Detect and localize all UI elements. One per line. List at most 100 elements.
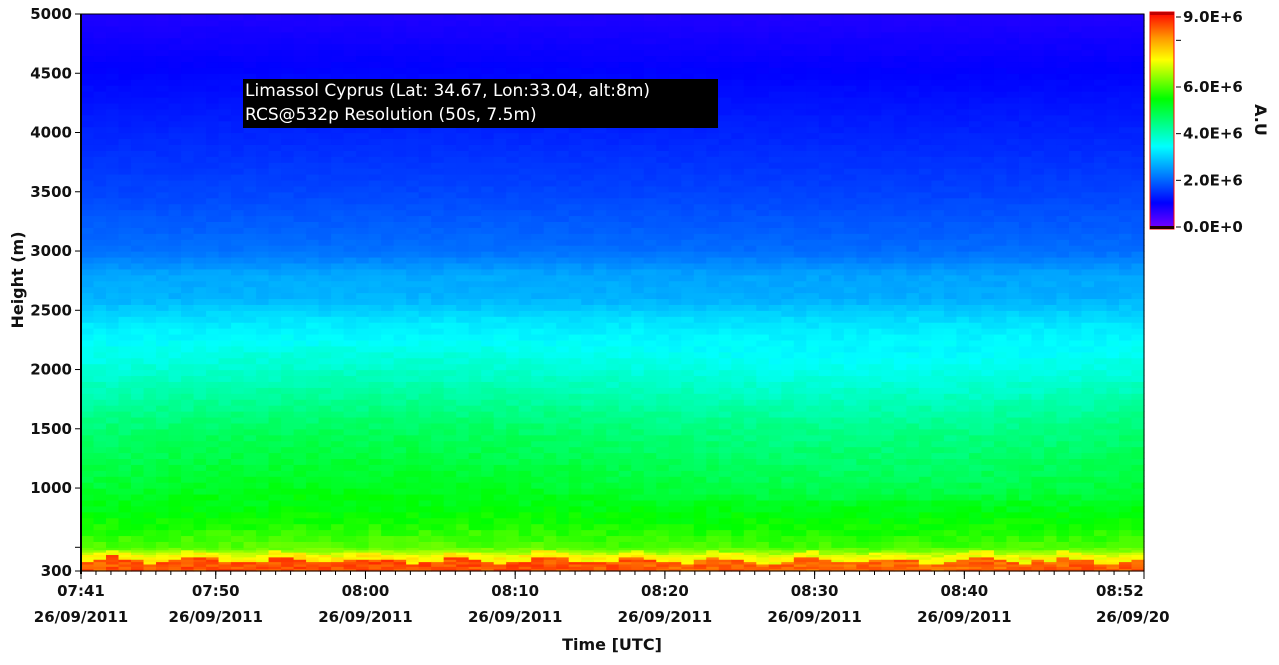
heatmap-cell xyxy=(368,37,382,45)
heatmap-cell xyxy=(593,227,607,234)
heatmap-cell xyxy=(556,493,570,501)
heatmap-cell xyxy=(281,245,295,252)
heatmap-cell xyxy=(81,239,95,246)
heatmap-cell xyxy=(493,73,507,80)
heatmap-cell xyxy=(568,357,582,365)
heatmap-cell xyxy=(643,168,657,175)
heatmap-cell xyxy=(356,556,370,560)
heatmap-cell xyxy=(618,280,632,288)
heatmap-cell xyxy=(681,179,695,187)
heatmap-cell xyxy=(168,363,182,371)
heatmap-cell xyxy=(356,14,370,21)
heatmap-cell xyxy=(93,144,107,151)
heatmap-cell xyxy=(431,256,445,264)
heatmap-cell xyxy=(643,363,657,371)
heatmap-cell xyxy=(406,375,420,382)
heatmap-cell xyxy=(531,458,545,465)
heatmap-cell xyxy=(356,304,370,311)
heatmap-cell xyxy=(231,470,245,477)
heatmap-cell xyxy=(93,49,107,57)
heatmap-cell xyxy=(393,345,407,353)
heatmap-cell xyxy=(518,304,532,311)
heatmap-cell xyxy=(506,559,520,563)
heatmap-cell xyxy=(556,179,570,187)
heatmap-cell xyxy=(431,535,445,542)
heatmap-cell xyxy=(618,411,632,418)
heatmap-cell xyxy=(543,488,557,495)
heatmap-cell xyxy=(631,464,645,471)
heatmap-cell xyxy=(668,458,682,465)
heatmap-cell xyxy=(643,493,657,501)
heatmap-cell xyxy=(418,14,432,21)
heatmap-cell xyxy=(506,482,520,489)
heatmap-cell xyxy=(618,185,632,193)
heatmap-cell xyxy=(118,280,132,288)
heatmap-cell xyxy=(143,144,157,151)
heatmap-cell xyxy=(618,162,632,169)
heatmap-cell xyxy=(356,239,370,246)
heatmap-cell xyxy=(656,541,670,548)
heatmap-cell xyxy=(243,381,257,388)
heatmap-cell xyxy=(618,43,632,51)
heatmap-cell xyxy=(93,541,107,548)
heatmap-cell xyxy=(218,399,232,406)
heatmap-cell xyxy=(493,493,507,501)
heatmap-cell xyxy=(143,197,157,205)
heatmap-cell xyxy=(456,14,470,21)
heatmap-cell xyxy=(256,561,270,565)
heatmap-cell xyxy=(381,256,395,264)
heatmap-cell xyxy=(693,239,707,246)
heatmap-cell xyxy=(393,563,407,567)
heatmap-cell xyxy=(631,173,645,181)
heatmap-cell xyxy=(518,61,532,68)
heatmap-cell xyxy=(356,203,370,211)
heatmap-cell xyxy=(481,499,495,507)
heatmap-cell xyxy=(331,138,345,145)
heatmap-cell xyxy=(668,31,682,39)
heatmap-cell xyxy=(481,488,495,495)
heatmap-cell xyxy=(143,470,157,477)
heatmap-cell xyxy=(368,511,382,519)
heatmap-cell xyxy=(381,563,395,567)
heatmap-cell xyxy=(443,399,457,406)
heatmap-cell xyxy=(406,215,420,222)
heatmap-cell xyxy=(406,256,420,264)
heatmap-cell xyxy=(506,556,520,560)
heatmap-cell xyxy=(431,215,445,222)
heatmap-cell xyxy=(318,428,332,436)
heatmap-cell xyxy=(193,91,207,98)
heatmap-cell xyxy=(431,559,445,563)
heatmap-cell xyxy=(418,547,432,551)
heatmap-cell xyxy=(568,458,582,465)
heatmap-cell xyxy=(668,251,682,258)
heatmap-cell xyxy=(493,280,507,288)
heatmap-cell xyxy=(106,79,120,86)
heatmap-cell xyxy=(281,61,295,68)
heatmap-cell xyxy=(681,529,695,537)
heatmap-cell xyxy=(193,43,207,51)
heatmap-cell xyxy=(456,55,470,63)
heatmap-cell xyxy=(531,559,545,563)
heatmap-cell xyxy=(618,416,632,424)
heatmap-cell xyxy=(493,568,507,572)
heatmap-cell xyxy=(368,452,382,460)
heatmap-cell xyxy=(206,162,220,169)
heatmap-cell xyxy=(493,476,507,483)
heatmap-cell xyxy=(306,73,320,80)
heatmap-cell xyxy=(518,25,532,33)
heatmap-cell xyxy=(231,476,245,483)
heatmap-cell xyxy=(331,381,345,388)
heatmap-cell xyxy=(218,304,232,311)
heatmap-cell xyxy=(581,363,595,371)
heatmap-cell xyxy=(593,156,607,163)
heatmap-cell xyxy=(593,458,607,465)
heatmap-cell xyxy=(568,221,582,228)
heatmap-cell xyxy=(168,375,182,382)
heatmap-cell xyxy=(431,179,445,187)
heatmap-cell xyxy=(181,561,195,565)
heatmap-cell xyxy=(393,446,407,454)
heatmap-cell xyxy=(106,387,120,394)
heatmap-cell xyxy=(568,547,582,551)
heatmap-cell xyxy=(618,14,632,21)
heatmap-cell xyxy=(243,452,257,460)
